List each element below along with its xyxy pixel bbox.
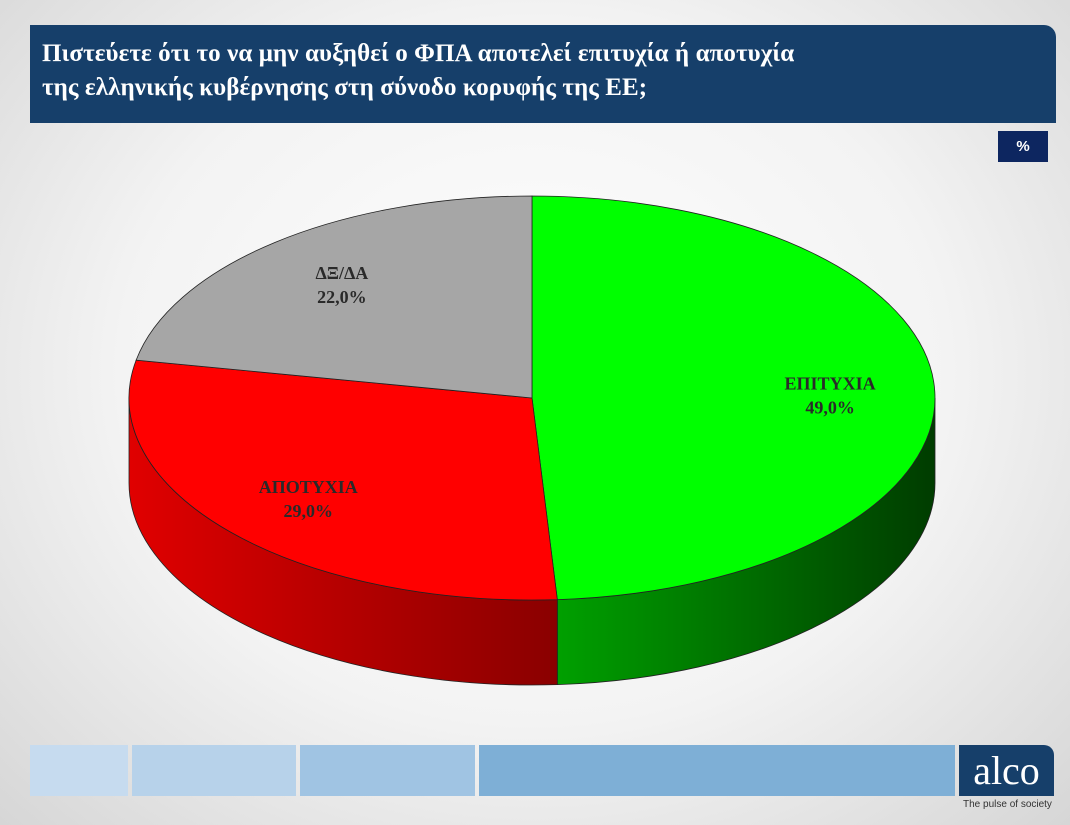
footer-block-4 [479,745,955,796]
title-bar: Πιστεύετε ότι το να μην αυξηθεί ο ΦΠΑ απ… [30,25,1056,123]
pie-chart: ΕΠΙΤΥΧΙΑ 49,0% ΑΠΟΤΥΧΙΑ 29,0% ΔΞ/ΔΑ 22,0% [128,195,936,686]
slice-value-αποτυχια: 29,0% [284,501,334,521]
footer-block-3 [300,745,475,796]
pie-tops [128,195,936,601]
unit-badge: % [998,131,1048,162]
logo-text: alco [973,747,1040,793]
alco-logo: alco [959,745,1054,796]
page-title: Πιστεύετε ότι το να μην αυξηθεί ο ΦΠΑ απ… [42,40,795,101]
footer-block-2 [132,745,296,796]
slice-value-δξ-δα: 22,0% [317,287,367,307]
slice-label-δξ-δα: ΔΞ/ΔΑ [316,263,369,283]
pie-labels: ΕΠΙΤΥΧΙΑ 49,0% ΑΠΟΤΥΧΙΑ 29,0% ΔΞ/ΔΑ 22,0% [259,263,876,521]
pie-slice-δξ-δα [135,195,533,399]
slice-label-αποτυχια: ΑΠΟΤΥΧΙΑ [259,477,358,497]
pie-slice-αποτυχια [128,359,558,601]
logo-tagline: The pulse of society [963,799,1052,810]
pie-slice-επιτυχια [531,195,936,601]
slice-value-επιτυχια: 49,0% [805,397,855,417]
slice-label-επιτυχια: ΕΠΙΤΥΧΙΑ [785,373,876,393]
footer-block-1 [30,745,128,796]
